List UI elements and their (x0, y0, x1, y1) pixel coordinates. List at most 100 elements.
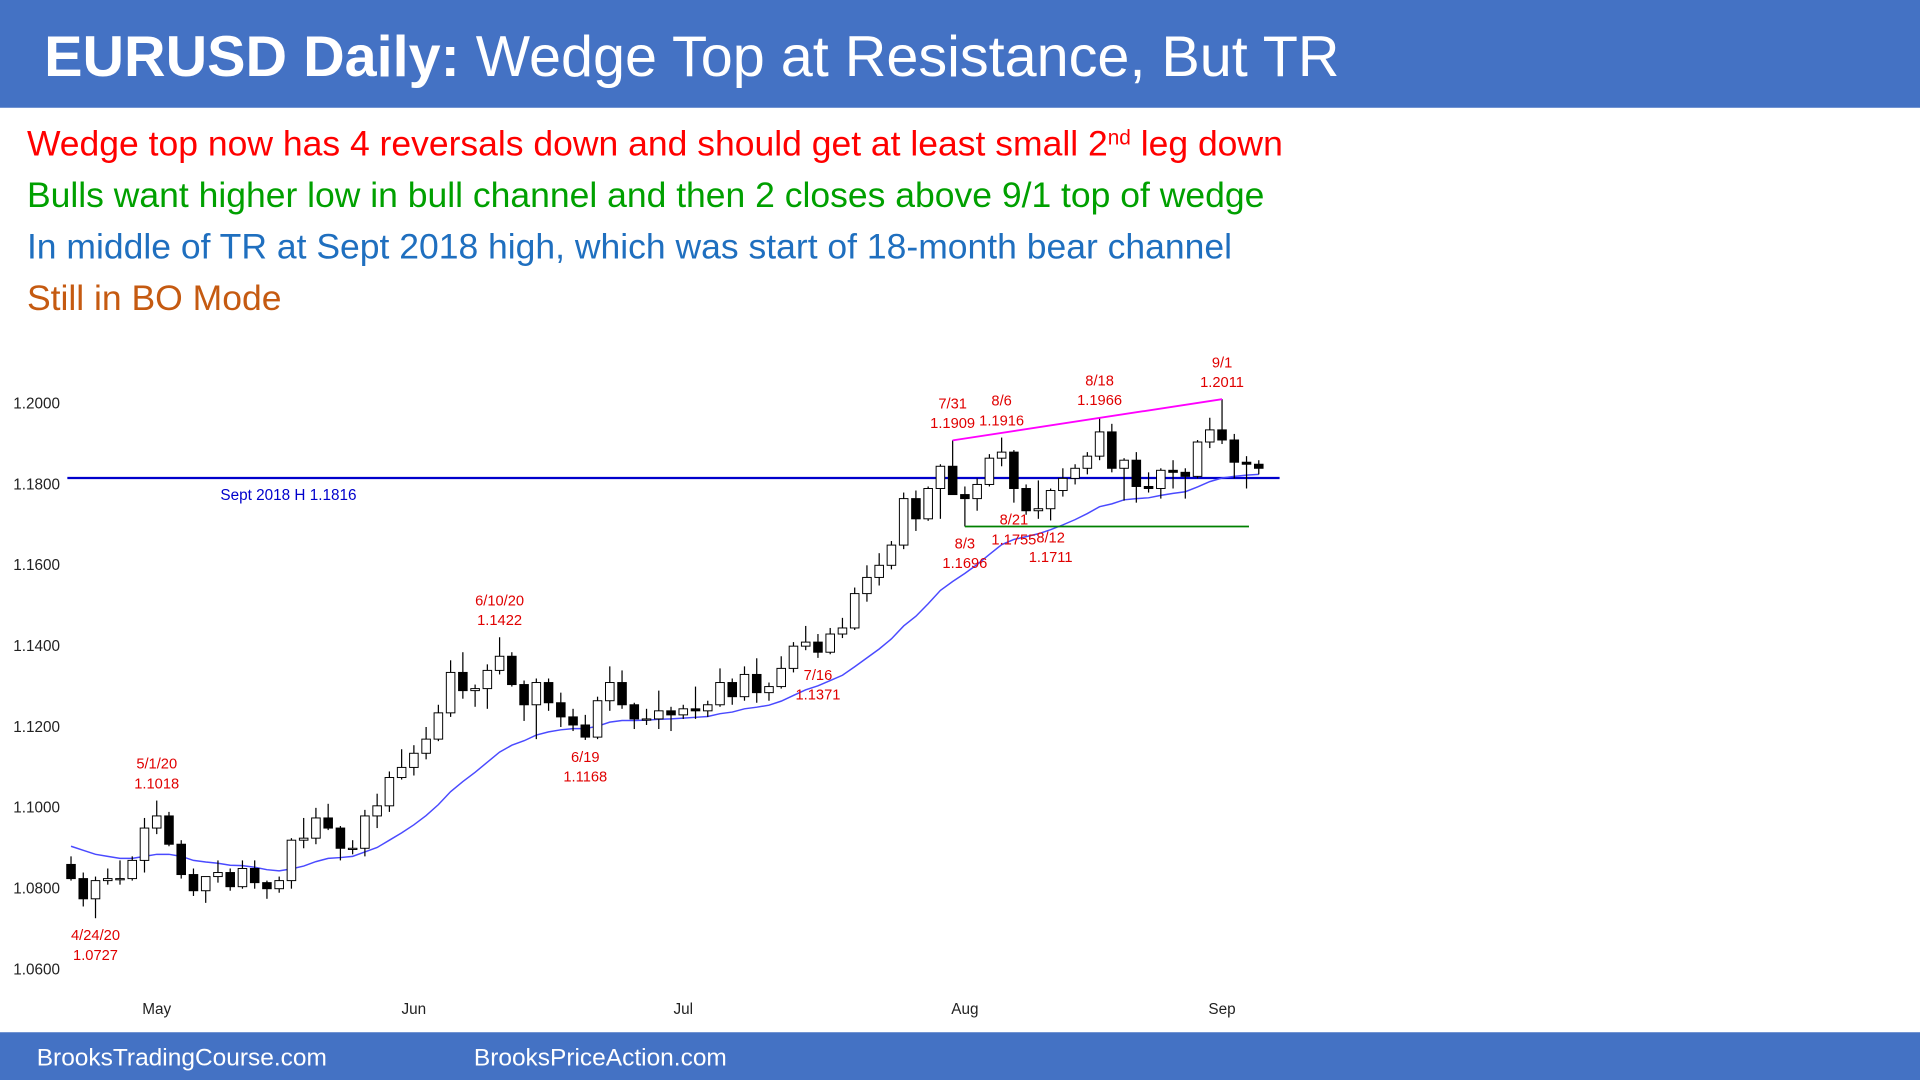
annotation-price: 1.1711 (1029, 550, 1073, 566)
footer-text: BrooksPriceAction.com (474, 1044, 727, 1071)
candle-body (813, 641, 823, 653)
candle-body (360, 815, 370, 849)
annotation-date: 8/18 (1085, 374, 1114, 390)
moving-average (70, 473, 1259, 872)
header-bar (0, 0, 1920, 108)
candle-body (115, 878, 125, 881)
candle-body (78, 878, 89, 900)
annotation-price: 1.1422 (477, 613, 522, 629)
candle-body (862, 576, 872, 595)
candle-body (507, 655, 517, 686)
candle-body (849, 593, 860, 629)
candle-body (1254, 463, 1264, 469)
candle-body (690, 708, 701, 712)
candle-body (1143, 485, 1154, 489)
candle-body (666, 710, 676, 716)
annotation-price: 1.1018 (134, 776, 179, 792)
note: Wedge top now has 4 reversals down and s… (27, 124, 1283, 164)
annotation-price: 1.1916 (979, 413, 1024, 429)
annotation-price: 1.1371 (795, 688, 840, 704)
candle-body (213, 872, 223, 878)
candle-body (90, 880, 101, 900)
candle-body (237, 867, 248, 888)
candle-body (1058, 477, 1068, 492)
candle-body (874, 564, 884, 578)
y-tick-label: 1.2000 (13, 396, 60, 413)
candle-body (568, 716, 578, 726)
candle-body (1131, 459, 1142, 487)
footer-bar (0, 1032, 1920, 1080)
candle-body (605, 682, 615, 702)
annotation-date: 5/1/20 (136, 757, 177, 773)
candle-body (482, 669, 493, 690)
candle-body (1070, 467, 1080, 479)
chart: 1.0600 1.0800 1.1000 1.1200 1.1400 1.1600 1.18… (13, 355, 1280, 1018)
x-tick-label: Aug (951, 1001, 978, 1018)
annotation-date: 8/21 (1000, 513, 1029, 529)
note: In middle of TR at Sept 2018 high, which… (27, 226, 1232, 266)
annotation-date: 7/31 (938, 397, 967, 413)
y-tick-label: 1.1600 (13, 557, 60, 574)
x-tick-label: Jun (402, 1001, 427, 1018)
candle-body (66, 863, 76, 880)
candle-body (139, 827, 150, 861)
candle-body (629, 704, 640, 720)
candle-body (776, 667, 787, 688)
candle-body (372, 805, 382, 817)
candle-body (1094, 431, 1105, 457)
note-text: Still in BO Mode (27, 278, 282, 318)
x-tick-label: Sep (1208, 1001, 1235, 1018)
candle-body (886, 544, 897, 566)
candle-body (1082, 455, 1093, 469)
candle-body (898, 498, 909, 546)
candle-body (751, 673, 762, 694)
annotation-price: 1.1909 (930, 416, 975, 432)
title-rest: Wedge Top at Resistance, But TR (460, 25, 1340, 89)
candle-body (1107, 431, 1117, 469)
candle-body (274, 880, 284, 890)
candle-body (164, 815, 174, 845)
candle-body (127, 859, 138, 880)
annotation-date: 8/6 (991, 394, 1011, 410)
note: Still in BO Mode (27, 278, 282, 318)
candle-body (1119, 459, 1129, 469)
candle-body (384, 777, 395, 807)
x-tick-label: May (142, 1001, 171, 1018)
candle-body (298, 837, 309, 841)
candle-body (1205, 429, 1215, 443)
candle-body (764, 686, 774, 694)
candle-body (960, 494, 970, 500)
candle-body (470, 688, 480, 692)
candle-body (262, 882, 272, 890)
candle-body (996, 451, 1007, 459)
candle-body (592, 700, 603, 738)
candle-body (1021, 488, 1031, 512)
candle-body (200, 876, 211, 892)
candle-body (151, 815, 162, 829)
candle-body (556, 702, 566, 718)
candle-body (102, 878, 113, 882)
y-tick-label: 1.1000 (13, 800, 60, 817)
candle-body (580, 724, 591, 738)
annotation-price: 1.1966 (1077, 393, 1122, 409)
y-tick-label: 1.0800 (13, 881, 60, 898)
note-text: leg down (1131, 124, 1283, 164)
resistance-label: Sept 2018 H 1.1816 (220, 487, 356, 504)
candle-body (494, 655, 505, 671)
candle-body (1009, 451, 1019, 489)
title-bold: EURUSD Daily: (44, 25, 460, 89)
note-text: Bulls want higher low in bull channel an… (27, 175, 1264, 215)
annotation-date: 9/1 (1212, 355, 1232, 371)
candle-body (1033, 508, 1044, 512)
y-tick-label: 1.1200 (13, 719, 60, 736)
candle-body (825, 633, 835, 653)
candle-body (176, 843, 186, 876)
y-tick-label: 1.0600 (13, 961, 60, 978)
notes: Wedge top now has 4 reversals down and s… (27, 124, 1283, 318)
candle-body (249, 867, 260, 884)
annotation-price: 1.2011 (1200, 375, 1244, 391)
annotation-price: 1.1755 (991, 532, 1036, 548)
annotation-date: 8/3 (955, 537, 975, 553)
